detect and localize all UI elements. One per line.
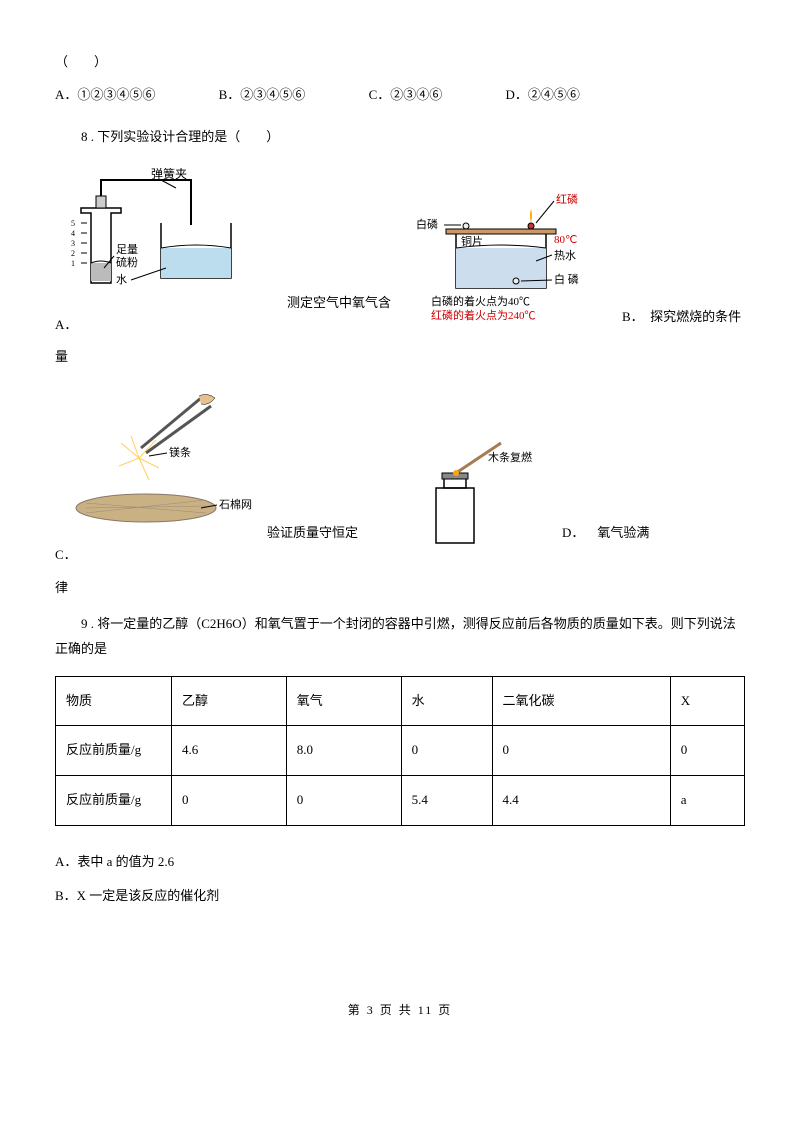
diagram-d: 木条复燃 xyxy=(406,433,556,553)
cell: 乙醇 xyxy=(172,676,287,726)
cell: 二氧化碳 xyxy=(492,676,670,726)
q9-stem: 9 . 将一定量的乙醇（C2H6O）和氧气置于一个封闭的容器中引燃，测得反应前后… xyxy=(55,612,745,661)
q8-d-prefix: D． xyxy=(562,525,584,540)
paren-line: （ ） xyxy=(55,50,745,75)
cell: X xyxy=(670,676,744,726)
q9-opt-a: A．表中 a 的值为 2.6 xyxy=(55,850,745,875)
label-80: 80℃ xyxy=(554,234,577,246)
opt-a: A．①②③④⑤⑥ xyxy=(55,83,155,108)
label-clip: 弹簧夹 xyxy=(151,168,187,181)
cell: 8.0 xyxy=(286,726,401,776)
q7-options: A．①②③④⑤⑥ B．②③④⑤⑥ C．②③④⑥ D．②④⑤⑥ xyxy=(55,83,745,108)
cell: 反应前质量/g xyxy=(56,775,172,825)
q8-a-suffix: 量 xyxy=(55,345,745,370)
opt-d: D．②④⑤⑥ xyxy=(505,83,579,108)
q8-a-prefix: A． xyxy=(55,317,77,332)
q8-a: 54321 弹簧夹 足量 硫粉 水 A． 测定空气中氧气含 xyxy=(55,162,400,337)
q8-b-prefix: B． xyxy=(622,309,644,324)
q8-d-caption: 氧气验满 xyxy=(597,525,649,540)
q9-table: 物质 乙醇 氧气 水 二氧化碳 X 反应前质量/g 4.6 8.0 0 0 0 … xyxy=(55,676,745,826)
diagram-b: 红磷 白磷 铜片 80℃ 热水 白 磷 白磷的着火点为40℃ 红磷的着火点为24… xyxy=(406,183,616,323)
label-copper: 铜片 xyxy=(461,234,483,248)
q8-stem: 8 . 下列实验设计合理的是（ ） xyxy=(55,125,745,150)
cell: 4.6 xyxy=(172,726,287,776)
svg-text:5: 5 xyxy=(71,219,75,228)
cell: 水 xyxy=(401,676,492,726)
q9-opt-b: B．X 一定是该反应的催化剂 xyxy=(55,884,745,909)
q8-row-cd: 镁条 石棉网 C． 验证质量守恒定 木条复燃 D． 氧气验满 xyxy=(55,382,745,567)
cell: 5.4 xyxy=(401,775,492,825)
label-hot: 热水 xyxy=(554,249,576,262)
label-line1: 白磷的着火点为40℃ xyxy=(431,294,530,308)
q8-c-suffix: 律 xyxy=(55,576,745,601)
label-water: 水 xyxy=(116,273,127,286)
q8-c-prefix: C． xyxy=(55,547,77,562)
cell: 0 xyxy=(670,726,744,776)
q8-a-caption: 测定空气中氧气含 xyxy=(287,295,391,310)
diagram-a: 54321 弹簧夹 足量 硫粉 水 xyxy=(61,168,281,298)
opt-b: B．②③④⑤⑥ xyxy=(219,83,306,108)
q8-d: 木条复燃 D． 氧气验满 xyxy=(400,427,745,568)
label-whitep: 白磷 xyxy=(416,217,438,231)
svg-text:4: 4 xyxy=(71,229,75,238)
label-whitep2: 白 磷 xyxy=(554,272,579,286)
cell: 0 xyxy=(172,775,287,825)
page-footer: 第 3 页 共 11 页 xyxy=(55,999,745,1022)
q8-b-caption: 探究燃烧的条件 xyxy=(650,309,741,324)
label-net: 石棉网 xyxy=(219,497,252,511)
label-sulfur-1: 足量 xyxy=(116,243,138,256)
cell: 氧气 xyxy=(286,676,401,726)
table-row: 物质 乙醇 氧气 水 二氧化碳 X xyxy=(56,676,745,726)
table-row: 反应前质量/g 0 0 5.4 4.4 a xyxy=(56,775,745,825)
label-redp: 红磷 xyxy=(556,193,578,206)
label-sulfur-2: 硫粉 xyxy=(116,255,138,269)
svg-text:2: 2 xyxy=(71,249,75,258)
table-row: 反应前质量/g 4.6 8.0 0 0 0 xyxy=(56,726,745,776)
diagram-c: 镁条 石棉网 xyxy=(61,388,261,528)
q8-row-ab: 54321 弹簧夹 足量 硫粉 水 A． 测定空气中氧气含 xyxy=(55,162,745,337)
cell: 0 xyxy=(492,726,670,776)
cell: 反应前质量/g xyxy=(56,726,172,776)
label-line2: 红磷的着火点为240℃ xyxy=(431,308,536,322)
opt-c: C．②③④⑥ xyxy=(369,83,443,108)
svg-text:1: 1 xyxy=(71,259,75,268)
q8-c: 镁条 石棉网 C． 验证质量守恒定 xyxy=(55,382,400,567)
cell: a xyxy=(670,775,744,825)
label-stick: 木条复燃 xyxy=(488,450,532,464)
cell: 0 xyxy=(401,726,492,776)
cell: 物质 xyxy=(56,676,172,726)
q8-c-caption: 验证质量守恒定 xyxy=(267,525,358,540)
cell: 0 xyxy=(286,775,401,825)
svg-text:3: 3 xyxy=(71,239,75,248)
q8-b: 红磷 白磷 铜片 80℃ 热水 白 磷 白磷的着火点为40℃ 红磷的着火点为24… xyxy=(400,177,745,338)
label-mg: 镁条 xyxy=(169,445,191,459)
cell: 4.4 xyxy=(492,775,670,825)
